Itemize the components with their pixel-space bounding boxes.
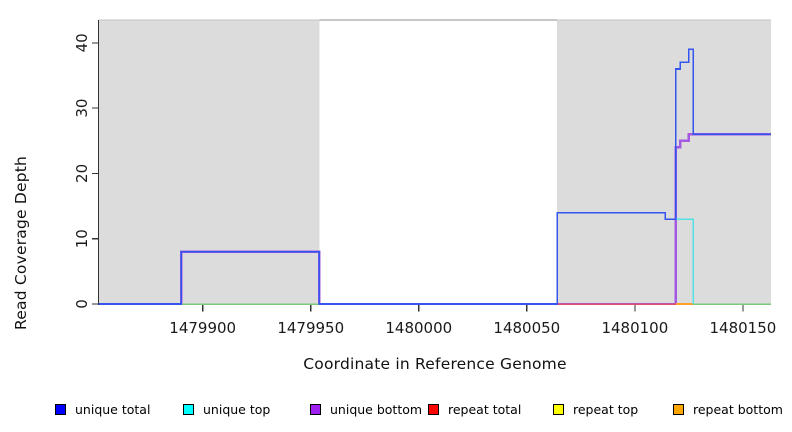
legend-item-unique-top: unique top <box>183 402 270 417</box>
legend-label: unique total <box>75 402 151 417</box>
legend-label: repeat total <box>448 402 522 417</box>
coverage-plot-svg: 0 10 20 30 40 1479900 1479950 1480000 1480050 148… <box>73 19 777 337</box>
legend-swatch-repeat-bottom <box>673 404 684 415</box>
y-axis-title: Read Coverage Depth <box>12 155 30 330</box>
legend-swatch-unique-total <box>55 404 66 415</box>
legend-swatch-unique-top <box>183 404 194 415</box>
x-tick-label: 1480100 <box>601 319 668 337</box>
legend-swatch-unique-bottom <box>310 404 321 415</box>
legend-label: unique bottom <box>330 402 423 417</box>
y-tick-label: 20 <box>73 164 91 183</box>
x-tick-label: 1480150 <box>710 319 777 337</box>
x-tick-label: 1480050 <box>493 319 560 337</box>
x-tick-label: 1479950 <box>277 319 344 337</box>
x-axis-title: Coordinate in Reference Genome <box>303 355 567 373</box>
legend-label: repeat bottom <box>693 402 783 417</box>
legend-label: unique top <box>203 402 271 417</box>
legend-item-repeat-top: repeat top <box>553 402 638 417</box>
y-tick-label: 40 <box>73 33 91 52</box>
y-tick-label: 0 <box>73 299 91 309</box>
legend-item-repeat-total: repeat total <box>428 402 521 417</box>
y-tick-label: 30 <box>73 99 91 118</box>
x-tick-label: 1480000 <box>385 319 452 337</box>
shaded-region <box>557 20 771 304</box>
legend-item-repeat-bottom: repeat bottom <box>673 402 783 417</box>
legend-label: repeat top <box>573 402 639 417</box>
legend-item-unique-bottom: unique bottom <box>310 402 422 417</box>
y-tick-label: 10 <box>73 229 91 248</box>
series-unique-top <box>675 218 695 304</box>
series-unique-total <box>99 48 771 305</box>
legend-swatch-repeat-total <box>428 404 439 415</box>
legend-swatch-repeat-top <box>553 404 564 415</box>
shaded-region <box>99 20 320 304</box>
x-tick-label: 1479900 <box>169 319 236 337</box>
legend-item-unique-total: unique total <box>55 402 150 417</box>
